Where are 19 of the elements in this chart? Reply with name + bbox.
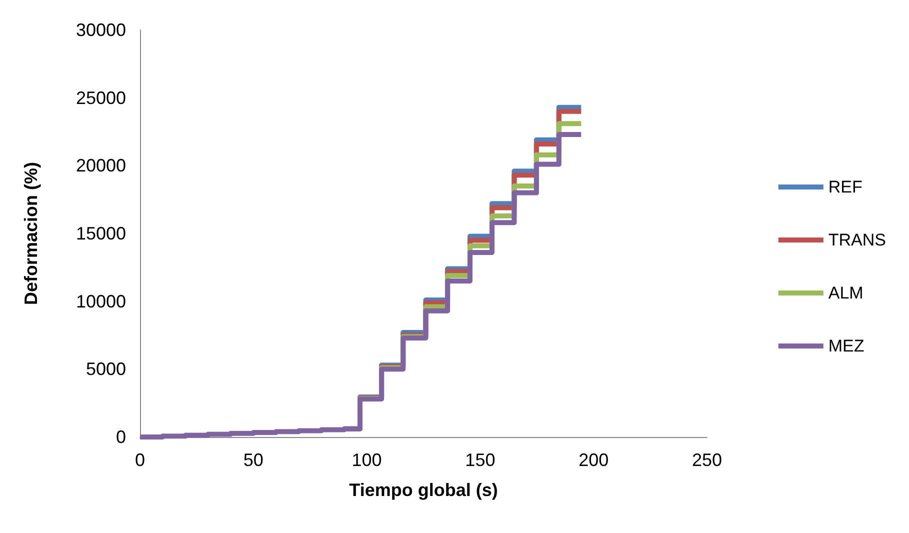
legend-label: ALM bbox=[828, 284, 864, 302]
x-tick-label: 250 bbox=[692, 450, 722, 470]
y-tick-label: 30000 bbox=[76, 20, 126, 40]
x-axis-title: Tiempo global (s) bbox=[349, 480, 498, 500]
legend-label: TRANS bbox=[828, 230, 886, 250]
y-tick-label: 15000 bbox=[76, 224, 126, 244]
legend-label: REF bbox=[828, 178, 862, 196]
x-tick-label: 0 bbox=[134, 450, 146, 470]
y-axis-title: Deformacion (%) bbox=[21, 162, 41, 306]
x-tick-label: 150 bbox=[465, 450, 496, 470]
x-tick-label: 200 bbox=[578, 450, 609, 470]
x-tick-label: 100 bbox=[352, 450, 382, 470]
y-tick-label: 25000 bbox=[76, 88, 126, 108]
y-tick-label: 10000 bbox=[76, 291, 126, 312]
y-tick-label: 0 bbox=[116, 427, 126, 447]
y-tick-label: 20000 bbox=[76, 156, 126, 176]
y-tick-label: 5000 bbox=[86, 359, 126, 380]
x-tick-label: 50 bbox=[243, 450, 264, 470]
legend-label: MEZ bbox=[828, 336, 864, 356]
